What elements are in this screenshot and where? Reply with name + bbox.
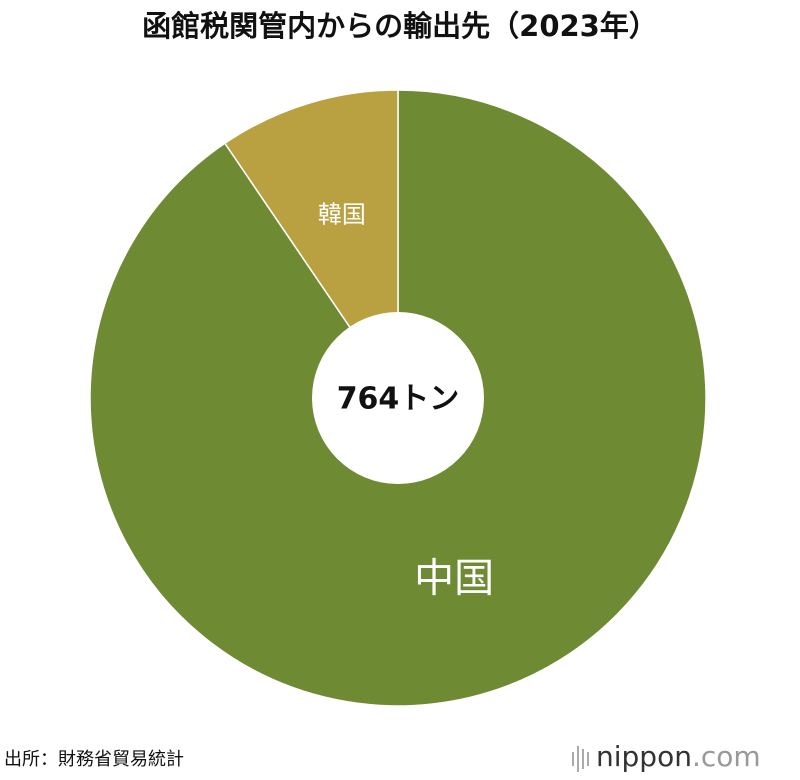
logo-brand: nippon.com <box>596 740 761 773</box>
pie-slice <box>223 89 399 401</box>
source: 出所：財務省貿易統計 <box>4 749 184 770</box>
donut-hole <box>312 312 484 484</box>
logo: nippon.com <box>572 740 761 773</box>
logo-domain: .com <box>692 740 761 773</box>
slice-label: 韓国 <box>318 200 366 228</box>
chart-title: 函館税関管内からの輸出先（2023年） <box>142 9 658 43</box>
logo-icon <box>572 746 589 772</box>
center-label: 764トン <box>337 382 460 417</box>
logo-brand-text: nippon <box>596 740 692 773</box>
slice-label: 中国 <box>414 556 494 602</box>
